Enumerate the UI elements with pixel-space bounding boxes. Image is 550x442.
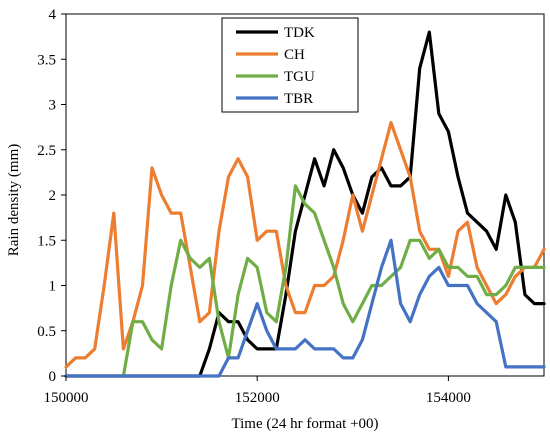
y-tick-label: 3.5 [37,52,56,68]
series-line-tdk [64,30,546,378]
legend-label: TBR [284,91,313,107]
legend-label: TDK [284,25,315,41]
x-tick-label: 150000 [44,390,89,406]
axes-layer: 0 0.5 1 1.5 2 2.5 3 3.5 4 150000 152000 154000 [37,7,471,406]
y-axis-label: Rain density (mm) [6,144,22,257]
y-tick-label: 2 [49,188,57,204]
x-tick-label: 154000 [426,390,471,406]
series-line-tgu [121,184,546,378]
y-tick-label: 3 [49,98,57,114]
series-layer [64,30,546,378]
y-tick-label: 4 [49,7,57,23]
legend-label: CH [284,47,305,63]
y-tick-label: 1.5 [37,233,56,249]
legend-box [221,17,359,113]
y-tick-label: 1 [49,279,57,295]
y-tick-label: 2.5 [37,143,56,159]
series-line-ch [64,121,546,369]
y-tick-label: 0.5 [37,324,56,340]
x-tick-label: 152000 [235,390,280,406]
legend-label: TGU [284,69,315,85]
y-tick-label: 0 [49,369,57,385]
series-line-tbr [64,238,546,378]
legend: TDK CH TGU TBR [221,17,359,113]
x-axis-label: Time (24 hr format +00) [231,416,378,432]
